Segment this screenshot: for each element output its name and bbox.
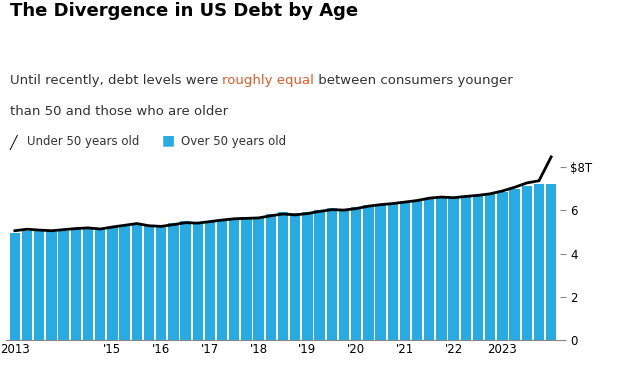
Bar: [522, 186, 532, 340]
Bar: [302, 212, 312, 340]
Bar: [34, 230, 45, 340]
Bar: [351, 208, 361, 340]
Text: Until recently, debt levels were: Until recently, debt levels were: [10, 74, 222, 87]
Bar: [387, 203, 398, 340]
Bar: [290, 213, 300, 340]
Bar: [473, 196, 483, 340]
Bar: [156, 225, 167, 340]
Bar: [485, 195, 495, 340]
Bar: [241, 217, 252, 340]
Bar: [399, 202, 410, 340]
Bar: [266, 215, 276, 340]
Bar: [205, 221, 215, 340]
Text: roughly equal: roughly equal: [222, 74, 314, 87]
Text: than 50 and those who are older: than 50 and those who are older: [10, 105, 228, 118]
Bar: [95, 229, 106, 340]
Bar: [107, 228, 118, 340]
Bar: [363, 205, 373, 340]
Bar: [83, 228, 93, 340]
Bar: [497, 192, 508, 340]
Bar: [424, 199, 434, 340]
Bar: [339, 209, 349, 340]
Bar: [132, 223, 142, 340]
Bar: [412, 200, 422, 340]
Text: ╱: ╱: [10, 135, 17, 150]
Bar: [71, 229, 81, 340]
Bar: [46, 231, 57, 340]
Bar: [229, 218, 239, 340]
Bar: [534, 184, 544, 340]
Bar: [375, 204, 385, 340]
Bar: [59, 231, 69, 340]
Bar: [436, 198, 446, 340]
Text: between consumers younger: between consumers younger: [314, 74, 513, 87]
Bar: [254, 216, 264, 340]
Bar: [181, 221, 191, 340]
Bar: [460, 197, 471, 340]
Bar: [217, 219, 227, 340]
Text: Over 50 years old: Over 50 years old: [181, 135, 286, 148]
Bar: [193, 222, 203, 340]
Text: ■: ■: [162, 133, 176, 147]
Bar: [278, 212, 288, 340]
Bar: [144, 225, 154, 340]
Bar: [546, 184, 556, 340]
Bar: [10, 233, 20, 340]
Bar: [509, 189, 520, 340]
Text: Under 50 years old: Under 50 years old: [27, 135, 140, 148]
Bar: [120, 225, 130, 340]
Bar: [327, 208, 337, 340]
Bar: [22, 231, 32, 340]
Bar: [168, 223, 179, 340]
Text: The Divergence in US Debt by Age: The Divergence in US Debt by Age: [10, 2, 357, 20]
Bar: [448, 198, 459, 340]
Bar: [314, 210, 325, 340]
